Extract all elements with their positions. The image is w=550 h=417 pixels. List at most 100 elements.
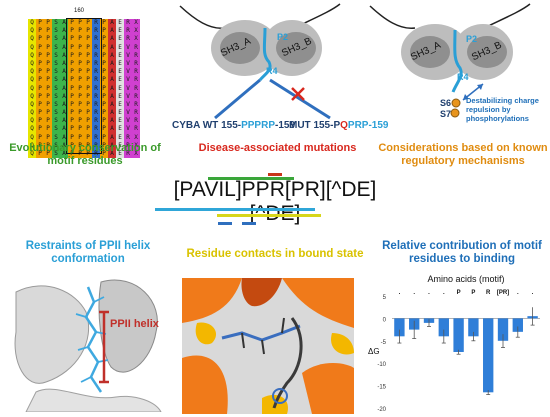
alignment-cell: R: [92, 51, 100, 60]
alignment-cell: A: [108, 109, 116, 118]
alignment-cell: A: [60, 51, 68, 60]
alignment-cell: R: [92, 43, 100, 52]
alignment-cell: P: [68, 92, 76, 101]
alignment-cell: P: [36, 92, 44, 101]
alignment-cell: P: [36, 100, 44, 110]
alignment-cell: P: [84, 19, 92, 28]
alignment-cell: P: [100, 51, 108, 60]
alignment-cell: X: [132, 27, 140, 36]
alignment-cell: P: [100, 76, 108, 85]
alignment-cell: V: [124, 68, 132, 77]
alignment-cell: P: [76, 100, 84, 110]
alignment-cell: R: [132, 100, 140, 110]
x-category-label: [PR]: [497, 290, 509, 296]
p2-label: P2: [466, 34, 478, 44]
ppii-structure-image: [6, 272, 166, 412]
x-category-label: .: [428, 290, 430, 296]
arrowhead-icon: [463, 94, 469, 100]
alignment-cell: R: [92, 84, 100, 93]
alignment-cell: E: [116, 117, 124, 126]
sh3a-inner: [410, 36, 450, 68]
alignment-cell: A: [108, 84, 116, 93]
alignment-cell: P: [100, 27, 108, 36]
alignment-cell: A: [60, 76, 68, 85]
alignment-cell: A: [60, 133, 68, 142]
mut-prefix: MUT 155-P: [289, 120, 341, 131]
alignment-cell: P: [68, 117, 76, 126]
peptide-curve: [451, 29, 463, 93]
alignment-cell: P: [76, 92, 84, 101]
alignment-cell: P: [84, 92, 92, 101]
alignment-cell: A: [60, 141, 68, 150]
alignment-cell: Q: [28, 109, 36, 118]
alignment-cell: P: [100, 59, 108, 69]
motif-bar-green: [208, 177, 294, 180]
alignment-cell: R: [92, 76, 100, 85]
alignment-cell: A: [60, 59, 68, 69]
alignment-cell: R: [92, 100, 100, 110]
alignment-cell: S: [52, 100, 60, 110]
alignment-cell: A: [60, 125, 68, 134]
alignment-cell: V: [124, 125, 132, 134]
alignment-cell: P: [84, 100, 92, 110]
alignment-cell: R: [124, 19, 132, 28]
r4-label: R4: [266, 66, 278, 76]
sh3b-inner: [467, 36, 507, 68]
panel6-caption: Relative contribution of motif residues …: [382, 240, 542, 265]
alignment-cell: P: [44, 150, 52, 159]
alignment-cell: A: [60, 43, 68, 52]
alignment-cell: P: [76, 117, 84, 126]
alignment-cell: S: [52, 59, 60, 69]
delta-g-chart: Amino acids (motif) ΔG 5 0 -5 -10 -15 -20.... P P…: [368, 274, 540, 413]
panel2-caption: Disease-associated mutations: [198, 142, 357, 154]
alignment-cell: R: [92, 68, 100, 77]
alignment-cell: P: [36, 109, 44, 118]
alignment-cell: P: [44, 141, 52, 150]
x-category-label: P: [457, 290, 461, 296]
alignment-cell: P: [100, 19, 108, 28]
s6-label: S6: [440, 98, 452, 108]
alignment-cell: E: [116, 68, 124, 77]
mut-label: MUT 155-PQPRP-159: [289, 120, 388, 131]
alignment-cell: P: [84, 51, 92, 60]
alignment-cell: P: [68, 76, 76, 85]
mut-residue: Q: [340, 120, 348, 131]
y-tick-label: -5: [381, 340, 387, 346]
alignment-cell: P: [44, 100, 52, 110]
motif-pattern: [PAVIL]PPR[PR][^DE][^DE]: [173, 178, 377, 225]
alignment-cell: P: [84, 59, 92, 69]
r4-label: R4: [457, 72, 469, 82]
y-tick-label: -15: [377, 385, 386, 391]
alignment-cell: P: [44, 117, 52, 126]
alignment-cell: E: [116, 125, 124, 134]
x-category-label: P: [471, 290, 475, 296]
alignment-cell: P: [44, 76, 52, 85]
motif-bar-blue-2: [242, 222, 256, 225]
alignment-cell: P: [100, 92, 108, 101]
alignment-cell: P: [36, 150, 44, 159]
alignment-cell: A: [60, 35, 68, 44]
alignment-cell: P: [76, 68, 84, 77]
alignment-cell: P: [44, 43, 52, 52]
alignment-cell: Q: [28, 84, 36, 93]
alignment-cell: R: [124, 141, 132, 150]
alignment-cell: A: [108, 19, 116, 28]
alignment-cell: Q: [28, 100, 36, 110]
bar: [453, 318, 464, 352]
alignment-cell: P: [36, 27, 44, 36]
alignment-cell: Q: [28, 51, 36, 60]
alignment-cell: R: [92, 109, 100, 118]
alignment-cell: P: [36, 35, 44, 44]
alignment-cell: Q: [28, 133, 36, 142]
alignment-cell: P: [44, 19, 52, 28]
alignment-cell: S: [52, 27, 60, 36]
wt-arrow: [214, 78, 261, 120]
arrowhead-icon: [477, 84, 483, 90]
alignment-cell: P: [76, 43, 84, 52]
x-category-label: .: [443, 290, 445, 296]
bar: [438, 318, 449, 337]
alignment-cell: R: [124, 35, 132, 44]
alignment-cell: P: [76, 84, 84, 93]
